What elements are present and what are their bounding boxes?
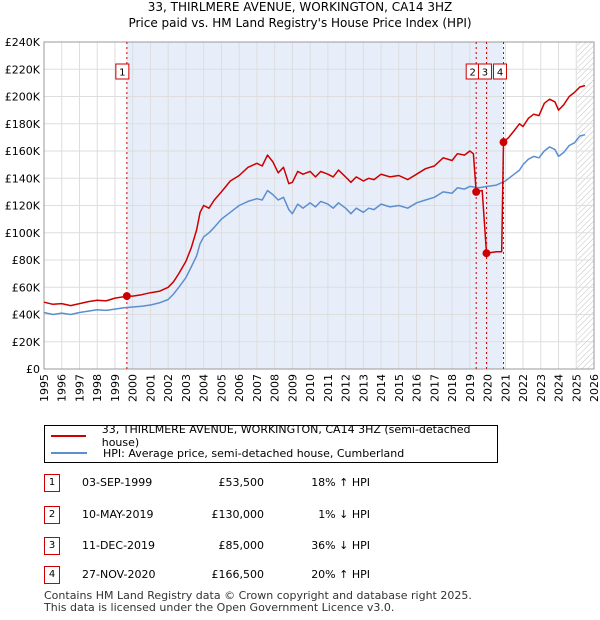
sale-point — [499, 138, 508, 147]
x-tick-label: 2022 — [517, 374, 530, 402]
transaction-date: 10-MAY-2019 — [82, 508, 154, 521]
transaction-date: 11-DEC-2019 — [82, 539, 156, 552]
transaction-hpi: 36% ↓ HPI — [311, 539, 370, 552]
legend-swatch-hpi — [51, 452, 87, 454]
x-tick-label: 1999 — [109, 374, 122, 402]
chart-legend: 33, THIRLMERE AVENUE, WORKINGTON, CA14 3… — [44, 423, 498, 463]
sale-point — [482, 249, 491, 258]
x-tick-label: 2011 — [322, 374, 335, 402]
x-tick-label: 2007 — [251, 374, 264, 402]
x-tick-label: 2009 — [286, 374, 299, 402]
transaction-price: £166,500 — [211, 568, 265, 581]
x-tick-label: 2024 — [553, 374, 566, 402]
y-tick-label: £100K — [5, 227, 41, 240]
price-chart: £0 £20K £40K £60K £80K £100K £120K £140K £160K £1… — [5, 36, 600, 402]
transaction-badge: 1 — [44, 474, 60, 492]
transaction-date: 27-NOV-2020 — [82, 568, 156, 581]
chart-subtitle: Price paid vs. HM Land Registry's House … — [128, 16, 472, 30]
x-tick-label: 2020 — [482, 374, 495, 402]
sale-point — [472, 187, 481, 196]
transaction-badge: 2 — [44, 506, 60, 524]
x-tick-label: 2019 — [464, 374, 477, 402]
sale-number-box — [477, 63, 492, 80]
x-tick-label: 2003 — [180, 374, 193, 402]
footer-copyright: Contains HM Land Registry data © Crown c… — [44, 589, 472, 602]
transaction-price: £53,500 — [218, 476, 265, 489]
sale-number-label: 4 — [497, 68, 503, 79]
transaction-date: 03-SEP-1999 — [82, 476, 153, 489]
x-tick-label: 2016 — [411, 374, 424, 402]
x-tick-label: 2015 — [393, 374, 406, 402]
x-tick-label: 2013 — [357, 374, 370, 402]
footer-licence: This data is licensed under the Open Gov… — [44, 601, 395, 614]
x-tick-label: 2021 — [499, 374, 512, 402]
x-tick-label: 2026 — [588, 374, 600, 402]
y-tick-label: £120K — [5, 200, 41, 213]
x-tick-label: 1995 — [38, 374, 51, 402]
plot-frame — [43, 41, 595, 370]
sale-number-label: 2 — [470, 68, 476, 79]
legend-label-hpi: HPI: Average price, semi-detached house,… — [103, 446, 405, 460]
x-tick-label: 2006 — [233, 374, 246, 402]
sale-number-box — [115, 63, 130, 80]
transaction-badge: 3 — [44, 537, 60, 555]
x-tick-label: 2018 — [446, 374, 459, 402]
y-tick-label: £0 — [26, 363, 40, 376]
transaction-hpi: 1% ↓ HPI — [318, 508, 370, 521]
sale-number-label: 1 — [119, 68, 125, 79]
y-tick-label: £20K — [12, 336, 41, 349]
y-tick-label: £220K — [5, 63, 41, 76]
x-tick-label: 2023 — [535, 374, 548, 402]
transaction-price: £130,000 — [211, 508, 265, 521]
chart-title: 33, THIRLMERE AVENUE, WORKINGTON, CA14 3… — [147, 0, 453, 14]
y-tick-label: £180K — [5, 118, 41, 131]
transaction-hpi: 20% ↑ HPI — [311, 568, 370, 581]
series-line — [43, 133, 586, 316]
x-tick-label: 1997 — [73, 374, 86, 402]
y-tick-label: £80K — [12, 254, 41, 267]
y-tick-label: £40K — [12, 309, 41, 322]
x-tick-label: 1998 — [91, 374, 104, 402]
transaction-badge: 4 — [44, 566, 60, 584]
sale-number-box — [493, 63, 508, 80]
x-tick-label: 2001 — [144, 374, 157, 402]
x-tick-label: 2025 — [570, 374, 583, 402]
legend-swatch-property — [51, 435, 86, 437]
y-tick-label: £200K — [5, 91, 41, 104]
series-line — [43, 84, 586, 307]
transaction-hpi: 18% ↑ HPI — [311, 476, 370, 489]
transaction-price: £85,000 — [218, 539, 265, 552]
sale-number-label: 3 — [482, 68, 488, 79]
y-tick-label: £160K — [5, 145, 41, 158]
x-tick-label: 2017 — [428, 374, 441, 402]
y-tick-label: £60K — [12, 281, 41, 294]
y-tick-label: £240K — [5, 36, 41, 49]
legend-item-hpi: HPI: Average price, semi-detached house,… — [51, 445, 404, 461]
y-tick-label: £140K — [5, 172, 41, 185]
x-tick-label: 2005 — [215, 374, 228, 402]
legend-label-property: 33, THIRLMERE AVENUE, WORKINGTON, CA14 3… — [101, 423, 471, 449]
legend-item-property: 33, THIRLMERE AVENUE, WORKINGTON, CA14 3… — [51, 423, 497, 449]
x-tick-label: 2014 — [375, 374, 388, 402]
x-tick-label: 2002 — [162, 374, 175, 402]
x-tick-label: 2000 — [127, 374, 140, 402]
x-tick-label: 2004 — [198, 374, 211, 402]
x-tick-label: 2010 — [304, 374, 317, 402]
x-tick-label: 2012 — [340, 374, 353, 402]
x-tick-label: 1996 — [56, 374, 69, 402]
x-tick-label: 2008 — [269, 374, 282, 402]
sale-point — [122, 292, 131, 301]
